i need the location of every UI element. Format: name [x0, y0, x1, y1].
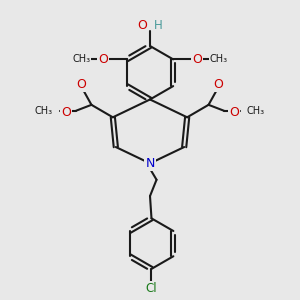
Text: H: H [154, 19, 162, 32]
Text: O: O [98, 53, 108, 66]
Text: O: O [230, 106, 239, 119]
Text: Cl: Cl [146, 282, 157, 295]
Text: N: N [145, 157, 155, 170]
Text: O: O [77, 78, 87, 92]
Text: O: O [192, 53, 202, 66]
Text: O: O [213, 78, 223, 92]
Text: O: O [137, 19, 147, 32]
Text: CH₃: CH₃ [247, 106, 265, 116]
Text: O: O [61, 106, 70, 119]
Text: CH₃: CH₃ [209, 54, 227, 64]
Text: CH₃: CH₃ [35, 106, 53, 116]
Text: CH₃: CH₃ [73, 54, 91, 64]
